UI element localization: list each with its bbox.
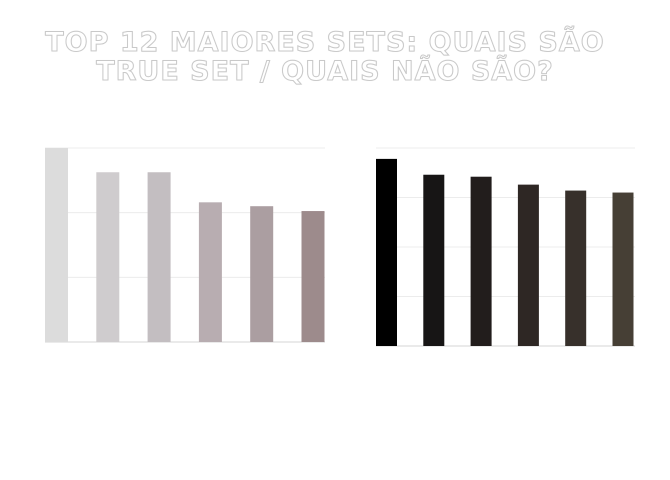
bar-left-3 xyxy=(147,172,171,342)
bar-right-6 xyxy=(612,192,634,346)
bar-left-6 xyxy=(301,211,325,342)
bar-left-2 xyxy=(96,172,120,342)
chart-title: TOP 12 MAIORES SETS: QUAIS SÃO TRUE SET … xyxy=(45,27,605,87)
bar-right-2 xyxy=(423,174,445,346)
bar-left-1 xyxy=(45,148,68,342)
bar-right-5 xyxy=(565,190,587,346)
bar-left-5 xyxy=(250,206,274,342)
bar-right-3 xyxy=(470,176,492,346)
bar-left-4 xyxy=(198,202,222,342)
bar-right-4 xyxy=(517,184,539,346)
bar-right-1 xyxy=(376,158,397,346)
